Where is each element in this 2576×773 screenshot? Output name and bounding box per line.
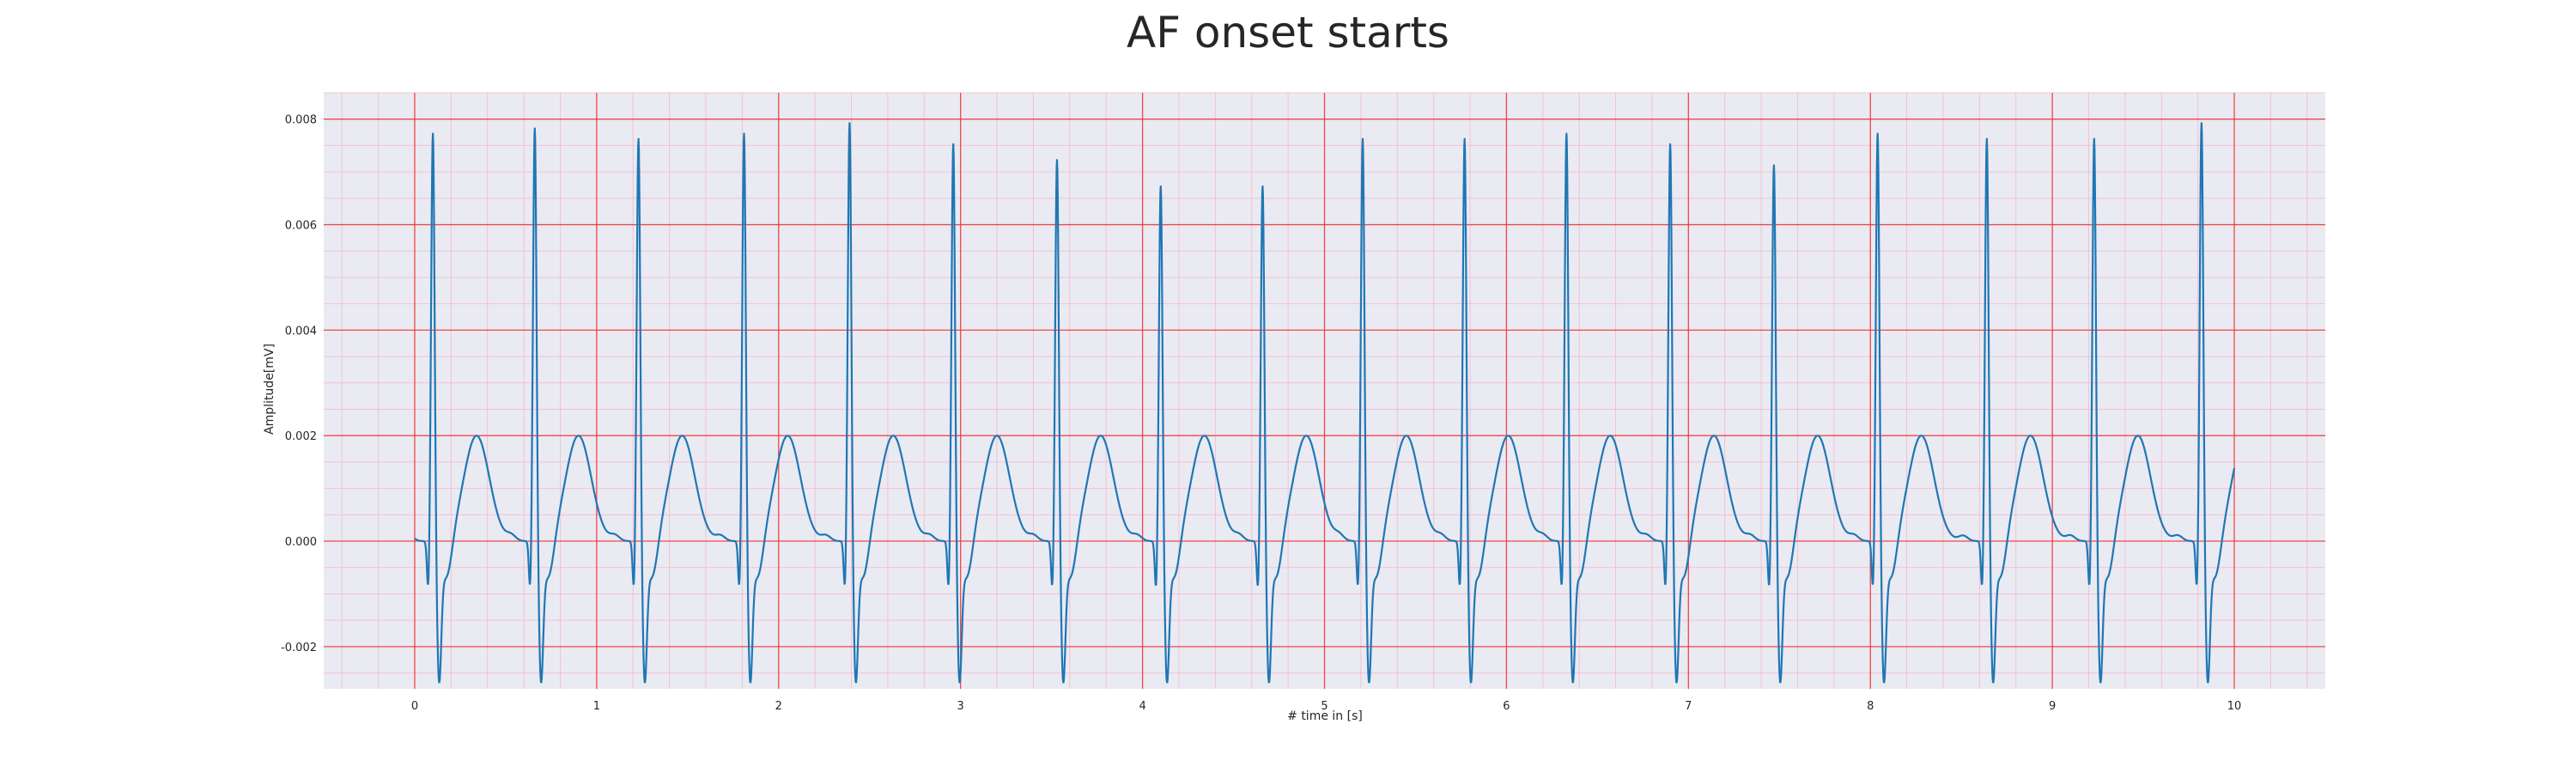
- y-tick-label: 0.006: [285, 220, 317, 233]
- x-tick-label: 3: [957, 700, 964, 713]
- x-tick-label: 6: [1503, 700, 1510, 713]
- y-axis-label: Amplitude[mV]: [263, 344, 276, 435]
- y-tick-label: -0.002: [281, 642, 317, 654]
- x-tick-label: 0: [411, 700, 418, 713]
- y-tick-label: 0.002: [285, 430, 317, 443]
- ecg-signal-line: [414, 122, 2236, 684]
- x-axis-label: # time in [s]: [1287, 709, 1363, 723]
- x-tick-label: 10: [2227, 700, 2242, 713]
- y-tick-label: 0.004: [285, 325, 317, 338]
- x-tick-label: 1: [593, 700, 600, 713]
- x-tick-label: 5: [1321, 700, 1327, 713]
- x-tick-label: 2: [775, 700, 782, 713]
- plot-area: 0 1 2 3 4 5 6 7 8 9 10 0.008 0.006 0.004 0.002 0.000 -0.…: [281, 92, 2325, 713]
- x-tick-label: 8: [1867, 700, 1874, 713]
- x-tick-label: 9: [2049, 700, 2056, 713]
- y-tick-label: 0.000: [285, 536, 317, 549]
- x-tick-label: 4: [1139, 700, 1145, 713]
- y-tick-label: 0.008: [285, 114, 317, 127]
- x-tick-label: 7: [1685, 700, 1692, 713]
- chart-title: AF onset starts: [1127, 8, 1449, 58]
